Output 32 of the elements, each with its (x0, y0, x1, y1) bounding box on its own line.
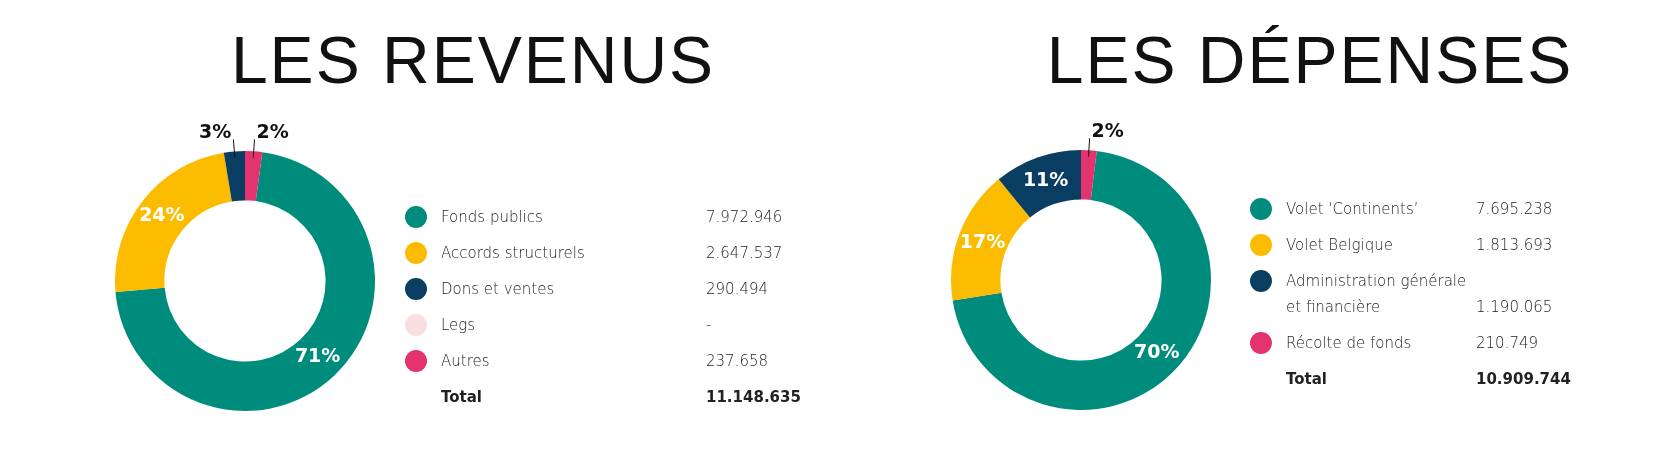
text: 3% (199, 120, 232, 143)
legend-label: Fonds publics (441, 207, 544, 228)
text: - (706, 316, 712, 334)
text: 11.148.635 (706, 387, 802, 408)
data-label: 210.749 (1476, 333, 1540, 354)
data-label: 2.647.537 (706, 243, 784, 264)
text: 11% (1022, 167, 1069, 190)
text: Total (1286, 369, 1328, 390)
chart-title: LES DÉPENSES (1046, 22, 1574, 98)
data-label: 1.813.693 (1476, 235, 1554, 256)
chart-title: LES REVENUS (230, 22, 716, 98)
data-label: 290.494 (706, 279, 770, 300)
data-label: 237.658 (706, 351, 770, 372)
text: Total (441, 387, 483, 408)
legend-label: Volet ‘Continents’ (1286, 199, 1420, 220)
text: 71% (294, 344, 341, 367)
text: 17% (959, 229, 1006, 252)
text: 2% (1091, 119, 1124, 142)
data-label: 1.190.065 (1476, 297, 1554, 318)
text: 70% (1134, 339, 1180, 362)
legend-label: Legs (441, 315, 477, 336)
legend-label: Récolte de fonds (1286, 333, 1413, 354)
legend-label: Administration générale et financière (1286, 271, 1468, 318)
data-label: 7.695.238 (1476, 199, 1554, 220)
legend-label: Accords structurels (441, 243, 586, 264)
legend-label: Volet Belgique (1286, 235, 1394, 256)
text: 2% (256, 120, 289, 143)
text: 10.909.744 (1476, 369, 1572, 390)
text: 24% (139, 203, 185, 226)
legend-label: Autres (441, 351, 491, 372)
data-label: 7.972.946 (706, 207, 784, 228)
legend-label: Dons et ventes (441, 279, 556, 300)
